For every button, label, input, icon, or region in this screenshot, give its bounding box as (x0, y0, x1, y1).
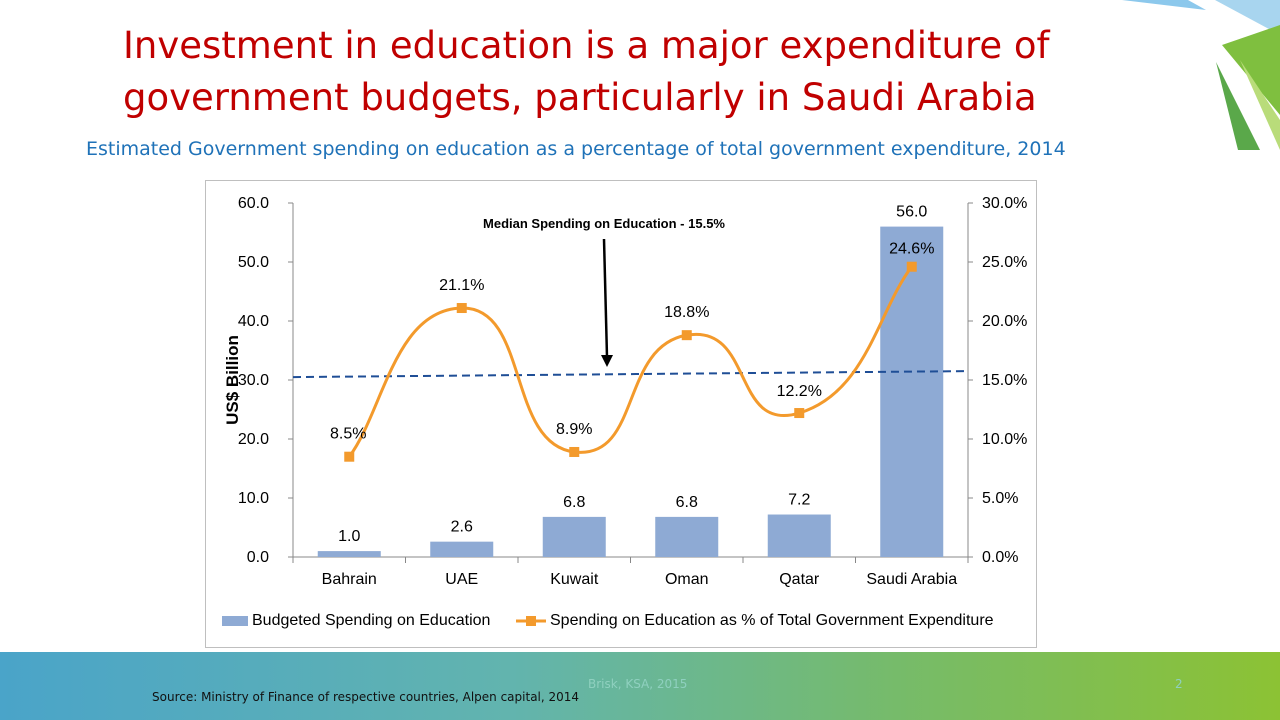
legend-bar-label: Budgeted Spending on Education (252, 612, 490, 629)
y2-tick-label: 15.0% (982, 372, 1027, 389)
median-annotation: Median Spending on Education - 15.5% (483, 216, 725, 231)
chart-subtitle: Estimated Government spending on educati… (86, 138, 1066, 160)
footer-band (0, 652, 1280, 720)
source-note: Source: Ministry of Finance of respectiv… (152, 690, 580, 704)
y-tick-label: 50.0 (238, 254, 269, 271)
median-arrow-head (601, 355, 613, 367)
bar (767, 514, 831, 557)
y2-tick-label: 25.0% (982, 254, 1027, 271)
line-point-marker (681, 330, 692, 341)
median-line (292, 370, 969, 379)
page-number: 2 (1175, 677, 1183, 691)
chart: 0.0 10.0 20.0 30.0 40.0 50.0 60.0 0.0% 5.0% 10.0%… (222, 195, 1027, 629)
x-tick-label: Saudi Arabia (866, 571, 957, 588)
slide-title: Investment in education is a major expen… (123, 20, 1123, 124)
bar (655, 516, 719, 557)
slide-title-line1: Investment in education is a major expen… (123, 24, 1050, 67)
y2-tick-label: 10.0% (982, 431, 1027, 448)
legend-bar-swatch (222, 616, 248, 626)
corner-decoration (1122, 0, 1280, 150)
bar-value-label: 1.0 (338, 528, 360, 545)
line-point-marker (794, 408, 805, 419)
bar-value-label: 7.2 (788, 492, 810, 509)
line-point-marker (906, 261, 917, 272)
bar-value-label: 56.0 (896, 204, 927, 221)
x-tick-label: Kuwait (550, 571, 599, 588)
y2-tick-label: 0.0% (982, 549, 1018, 566)
line-point-marker (344, 451, 355, 462)
y2-tick-label: 5.0% (982, 490, 1018, 507)
bar (880, 226, 944, 557)
bar-value-label: 6.8 (563, 494, 585, 511)
corner-petal-green-2 (1216, 62, 1260, 150)
footer-text: Brisk, KSA, 2015 (588, 677, 688, 691)
y-tick-label: 30.0 (238, 372, 269, 389)
x-tick-label: Bahrain (322, 571, 377, 588)
line-point-label: 8.9% (556, 421, 592, 438)
line-point-marker (456, 303, 467, 314)
bar (317, 551, 381, 557)
line-point-label: 8.5% (330, 426, 366, 443)
line-point-marker (569, 446, 580, 457)
slide-title-line2: government budgets, particularly in Saud… (123, 76, 1037, 119)
y-axis-label: US$ Billion (223, 335, 242, 425)
x-tick-label: Oman (665, 571, 709, 588)
corner-petal-blue-2 (1215, 0, 1280, 35)
y-tick-label: 0.0 (247, 549, 269, 566)
corner-petal-green (1222, 25, 1280, 115)
y-tick-label: 10.0 (238, 490, 269, 507)
chart-frame: 0.0 10.0 20.0 30.0 40.0 50.0 60.0 0.0% 5.0% 10.0%… (205, 180, 1037, 648)
y2-tick-label: 20.0% (982, 313, 1027, 330)
bar (542, 516, 606, 557)
median-arrow-shaft (602, 238, 609, 358)
corner-petal-light (1240, 60, 1280, 150)
y-tick-label: 40.0 (238, 313, 269, 330)
x-tick-label: UAE (445, 571, 478, 588)
line-series-path (348, 265, 913, 458)
line-point-label: 12.2% (777, 383, 822, 400)
line-point-label: 24.6% (889, 241, 934, 258)
y-tick-label: 60.0 (238, 195, 269, 212)
x-tick-label: Qatar (779, 571, 820, 588)
line-point-label: 21.1% (439, 277, 484, 294)
legend-line-label: Spending on Education as % of Total Gove… (550, 612, 994, 629)
y-tick-label: 20.0 (238, 431, 269, 448)
line-point-label: 18.8% (664, 304, 709, 321)
bar-value-label: 6.8 (676, 494, 698, 511)
bar (430, 541, 494, 557)
legend-line-marker (526, 616, 536, 626)
bar-value-label: 2.6 (451, 519, 473, 536)
y2-tick-label: 30.0% (982, 195, 1027, 212)
corner-petal-blue (1122, 0, 1206, 10)
